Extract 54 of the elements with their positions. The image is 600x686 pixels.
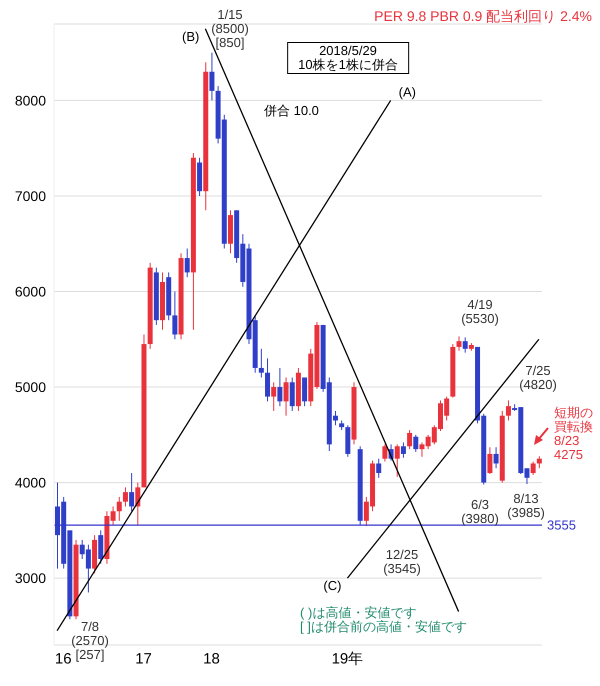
- candlestick: [339, 420, 344, 431]
- y-tick-label: 6000: [14, 283, 46, 300]
- candlestick: [413, 434, 418, 453]
- y-tick-label: 3000: [14, 570, 46, 586]
- candlestick: [98, 530, 104, 564]
- annotation: 7/25 (4820): [519, 363, 557, 392]
- annotation: 併合 10.0: [264, 103, 319, 118]
- candlestick: [530, 461, 536, 476]
- annotation: 8/13 (3985): [507, 491, 545, 520]
- candlestick: [407, 430, 412, 450]
- candlestick: [122, 486, 128, 507]
- text: 短期の買転換 8/23 4275: [554, 405, 593, 462]
- x-tick-label: 18: [203, 650, 220, 668]
- candlestick: [184, 248, 190, 278]
- candlestick: [400, 442, 406, 458]
- candlestick: [258, 348, 264, 378]
- candlestick: [271, 382, 276, 412]
- series-label: (B): [182, 28, 200, 44]
- annotation: 6/3 (3980): [461, 497, 499, 526]
- y-tick-label: 8000: [14, 92, 46, 108]
- candlestick: [382, 444, 388, 462]
- candlestick: [487, 446, 492, 474]
- series-label: (C): [323, 578, 342, 594]
- x-tick-label: 19年: [332, 650, 364, 668]
- candlestick: [277, 367, 282, 407]
- annotation: 7/8 (2570) [257]: [71, 619, 109, 662]
- y-tick-label: 5000: [14, 379, 46, 396]
- candlestick: [394, 444, 400, 478]
- annotation: 1/15 (8500) [850]: [211, 7, 249, 50]
- annotation: ( )は高値・安値です [ ]は併合前の高値・安値です: [300, 605, 467, 634]
- annotation: 12/25 (3545): [383, 547, 421, 576]
- x-tick-label: 16: [54, 650, 72, 668]
- candlestick: [172, 291, 178, 340]
- y-tick-label: 4000: [14, 474, 46, 491]
- candlestick: [376, 458, 382, 478]
- candlestick: [506, 400, 511, 421]
- x-tick-label: 17: [135, 650, 152, 668]
- candlestick: [129, 472, 134, 512]
- candlestick: [456, 336, 462, 352]
- ref-line-label: 3555: [547, 518, 576, 533]
- y-tick-label: 7000: [14, 188, 46, 204]
- chart-title: PER 9.8 PBR 0.9 配当利回り 2.4%: [374, 8, 592, 26]
- candlestick: [284, 376, 289, 416]
- candlestick: [494, 446, 499, 469]
- candlestick: [462, 336, 468, 354]
- annotation: 2018/5/29 10株を1株に併合: [287, 42, 409, 74]
- candlestick: [536, 456, 542, 469]
- candlestick: [209, 52, 214, 101]
- series-label: (A): [398, 84, 416, 100]
- candlestick: [302, 376, 308, 407]
- candlestick: [265, 358, 270, 402]
- annotation: 4/19 (5530): [461, 297, 499, 326]
- candlestick: [290, 376, 295, 412]
- candlestick: [116, 496, 122, 522]
